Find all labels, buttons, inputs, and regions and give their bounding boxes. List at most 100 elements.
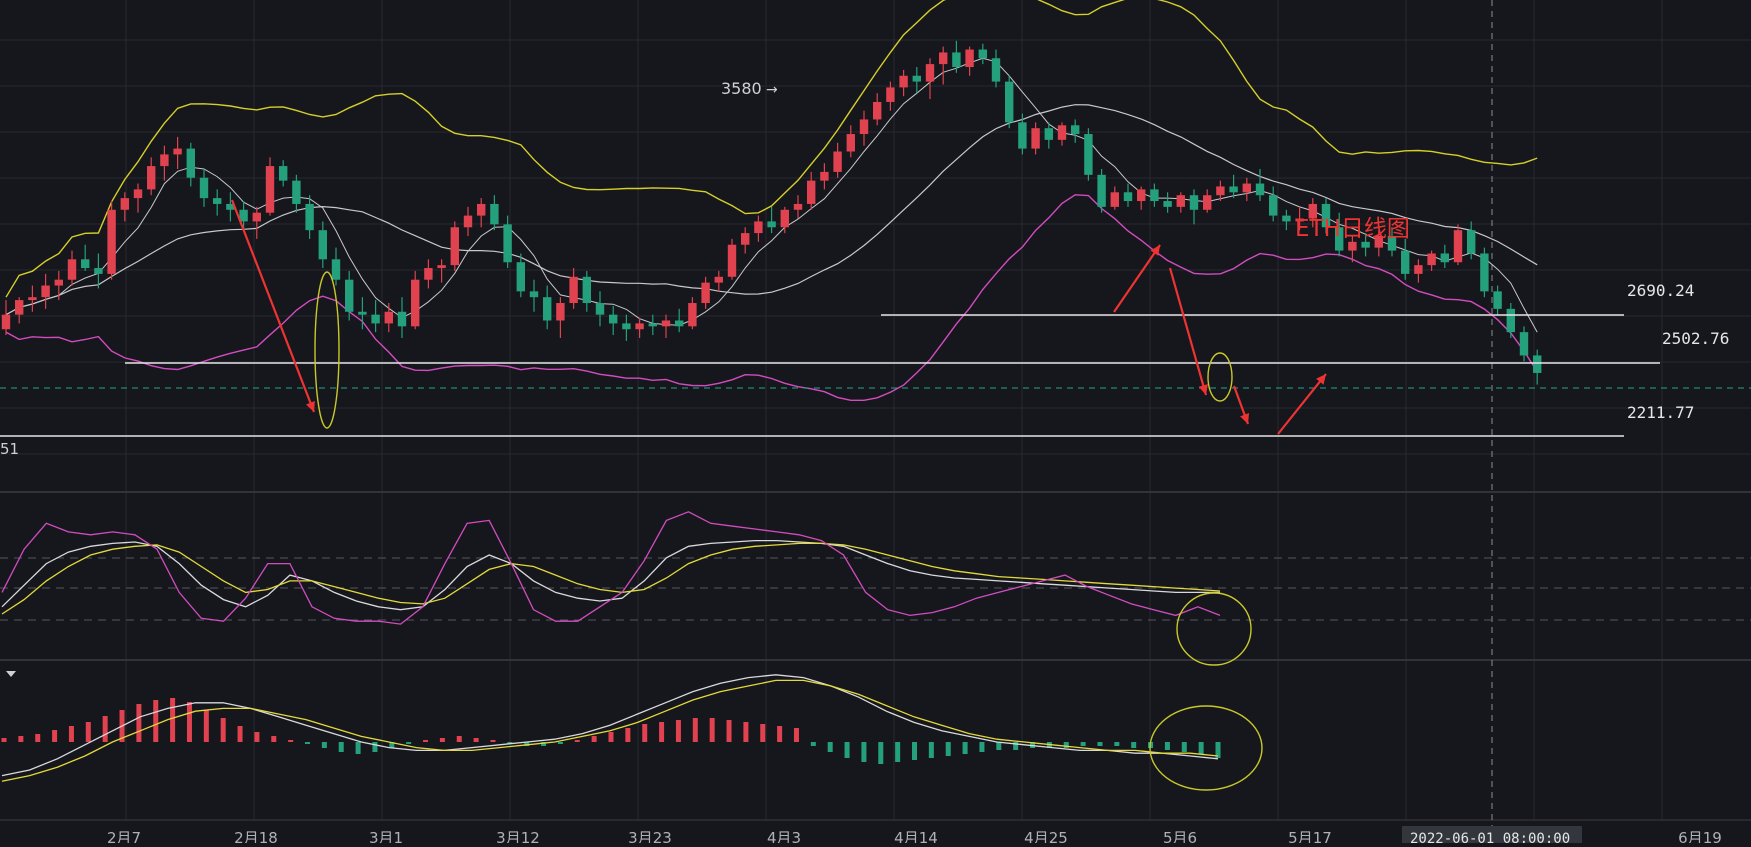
candle-body (714, 276, 723, 283)
candle-body (1519, 332, 1529, 356)
macd-bar (406, 742, 412, 744)
level-label-2690: 2690.24 (1627, 281, 1694, 300)
candle-body (1335, 227, 1344, 251)
candle-body (1, 314, 11, 330)
candle-body (279, 166, 288, 181)
candle-body (54, 279, 63, 286)
level-label-2502: 2502.76 (1662, 329, 1729, 348)
highlight-ellipse (1207, 352, 1233, 402)
highlight-ellipse (314, 271, 340, 429)
candle-body (424, 268, 433, 280)
macd-bar (625, 728, 631, 742)
macd-bar (1114, 742, 1120, 746)
macd-bar (35, 734, 41, 742)
macd-bar (912, 742, 917, 760)
left-edge-label: 51 (0, 440, 19, 458)
candle-body (1401, 250, 1410, 274)
macd-bar (760, 724, 766, 742)
down-arrow-1-head (305, 401, 315, 412)
candle-body (661, 320, 671, 327)
macd-bar (979, 742, 985, 752)
macd-bar (1198, 742, 1204, 754)
cursor-time-label: 2022-06-01 08:00:00 (1410, 831, 1570, 843)
candle-body (147, 166, 156, 190)
candle-body (173, 148, 182, 155)
candle-body (833, 151, 842, 172)
candle-body (635, 323, 644, 330)
candle-body (846, 134, 855, 152)
candle-body (1044, 128, 1053, 140)
macd-bar (827, 742, 833, 752)
candle-body (450, 227, 459, 266)
candle-body (67, 259, 77, 280)
candle-body (741, 233, 750, 245)
price-levels (0, 314, 1751, 437)
candle-body (1123, 192, 1133, 202)
candle-body (1533, 355, 1542, 373)
macd-panel (1, 674, 1263, 791)
candle-body (754, 221, 763, 234)
candle-body (133, 189, 143, 199)
macd-bar (271, 736, 277, 742)
candle-body (160, 154, 169, 167)
macd-bar (288, 740, 294, 742)
candle-body (609, 314, 618, 324)
x-tick-label: 2月7 (107, 829, 141, 843)
candle-body (15, 300, 24, 315)
candle-body (463, 215, 473, 228)
candle-body (371, 314, 380, 324)
candle-body (199, 177, 209, 199)
macd-bar (541, 742, 547, 746)
candle-body (1308, 203, 1317, 219)
candle-body (490, 203, 499, 225)
candle-body (899, 75, 908, 88)
candle-body (727, 244, 737, 277)
up-arrow-1-head (1150, 245, 1160, 256)
candle-body (701, 282, 710, 304)
candle-body (1480, 253, 1489, 292)
macd-bar (608, 732, 614, 742)
candle-body (952, 52, 961, 68)
x-tick-label: 3月1 (369, 829, 403, 843)
candle-body (873, 101, 882, 120)
candle-body (1440, 253, 1449, 263)
candle-body (556, 303, 565, 321)
candle-body (1387, 236, 1397, 251)
macd-bar (574, 740, 580, 742)
candle-body (529, 291, 539, 298)
grid (0, 0, 1751, 826)
down-arrow-1 (230, 199, 316, 413)
candlesticks (1, 40, 1542, 385)
candle-body (543, 297, 552, 321)
macd-bar (338, 742, 344, 752)
macd-bar (85, 722, 91, 742)
macd-bar (1, 738, 7, 742)
macd-bar (389, 742, 395, 748)
candle-body (1414, 265, 1423, 274)
candle-body (1229, 186, 1238, 193)
triangle-down-icon[interactable] (6, 671, 16, 677)
candle-body (965, 49, 974, 68)
down-arrow-2 (1168, 267, 1208, 396)
candle-body (780, 209, 789, 228)
macd-bar (743, 722, 749, 742)
macd-bar (423, 740, 429, 742)
macd-bar (203, 710, 209, 742)
candle-body (648, 323, 657, 327)
candle-body (331, 259, 341, 280)
candle-body (1031, 128, 1040, 149)
macd-bar (945, 742, 951, 756)
candle-body (1374, 236, 1383, 248)
macd-bar (237, 726, 243, 742)
macd-bar (153, 700, 159, 742)
candle-body (886, 87, 895, 102)
candle-body (305, 203, 314, 231)
macd-bar (473, 738, 479, 742)
x-tick-label: 4月25 (1024, 829, 1068, 843)
x-tick-label: 5月17 (1288, 829, 1332, 843)
candle-body (1084, 134, 1093, 175)
macd-bar (1181, 742, 1187, 752)
candle-body (120, 198, 129, 210)
